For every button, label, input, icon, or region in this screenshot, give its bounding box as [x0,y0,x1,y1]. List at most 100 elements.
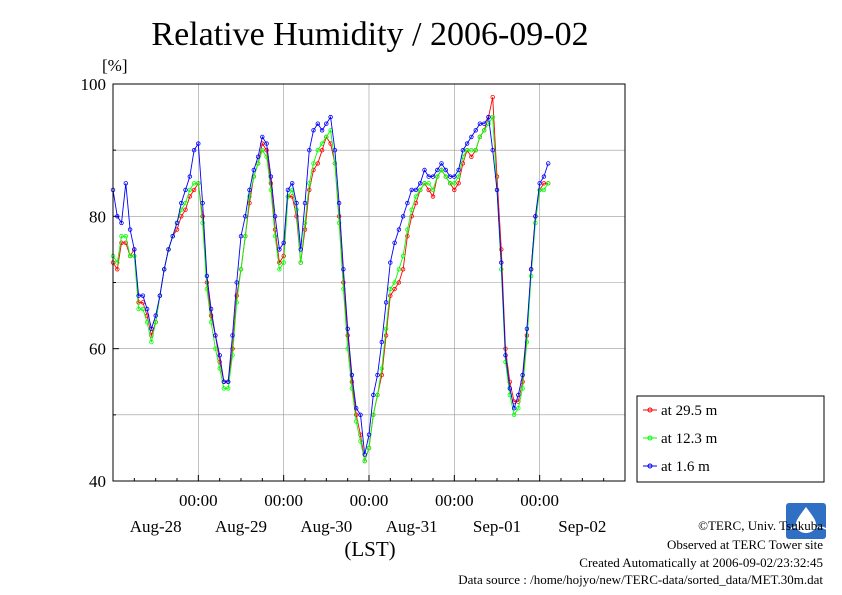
series-point [443,174,448,179]
series-point [349,372,355,378]
x-date-label: Aug-30 [300,517,352,536]
series-point [430,187,436,193]
series-point [520,372,525,378]
series-point [379,366,384,371]
x-tick-time-label: 00:00 [435,491,474,510]
series-point [272,233,278,239]
series-point [528,267,534,272]
series-point [204,273,210,279]
series-point [281,240,286,245]
series-point [413,194,419,199]
series-point [435,167,440,173]
series-point [435,174,440,179]
series-point [234,280,239,285]
series-point [392,286,397,292]
series-point [524,326,530,331]
series-point [187,174,192,179]
series-point [264,147,269,153]
series-point [354,406,359,411]
series-point [144,306,150,312]
y-tick-label: 60 [89,340,106,359]
series-point [328,114,333,120]
series-point [524,339,530,345]
series-point [426,187,431,193]
series-point [392,280,397,285]
legend-swatch-marker [647,435,653,441]
series-point [290,181,295,186]
series-point [183,200,188,206]
series-point [541,187,547,193]
x-tick-time-label: 00:00 [179,491,218,510]
series-point [379,339,384,345]
series-point [490,114,495,120]
series-point [392,240,397,245]
series-point [302,227,308,232]
series-point [298,260,303,265]
series-point [153,313,158,318]
series-point [375,392,380,398]
grid-lines [113,84,625,481]
series-point [511,412,517,417]
series-point [307,181,312,186]
series-point [409,207,414,212]
series-point [230,333,235,338]
series-point [439,167,444,173]
series-line [112,97,549,462]
series-point [277,247,282,252]
legend: at 29.5 m at 12.3 m at 1.6 m [636,395,825,483]
series-point [482,121,487,126]
series-point [490,147,495,153]
series-point [494,187,500,193]
series-point [311,161,316,166]
x-tick-time-label: 00:00 [264,491,303,510]
series-point [366,432,372,437]
series-point [354,412,359,417]
series-point [400,214,406,219]
series-point [140,293,146,298]
series-point [362,458,367,464]
series-point [447,174,453,179]
series-point [516,392,521,398]
series-0 [110,94,551,464]
series-point [516,406,521,411]
x-date-label: Aug-31 [386,517,438,536]
series-point [213,346,218,351]
series-point [430,194,436,199]
series-point [358,439,363,444]
series-point [191,187,197,193]
series-point [127,227,133,232]
series-point [503,359,508,365]
series-point [388,293,393,298]
series-point [319,147,325,153]
series-point [396,280,402,285]
series-point [132,247,137,252]
series-point [225,386,231,391]
series-point [469,154,474,159]
series-point [452,174,457,179]
series-point [208,313,214,318]
series-point [400,253,406,259]
legend-label: at 12.3 m [661,431,718,447]
x-date-label: Sep-01 [473,517,521,536]
series-point [537,181,542,186]
series-point [486,114,491,120]
series-point [388,286,393,292]
series-point [546,161,551,166]
terc-logo [786,503,827,539]
series-point [332,161,338,166]
series-point [243,214,248,219]
series-point [136,293,141,298]
series-point [546,181,551,186]
series-point [307,187,312,193]
series-point [161,267,167,272]
series-point [144,320,150,325]
series-point [366,445,372,451]
series-point [383,300,389,305]
series-point [200,220,205,226]
series-point [225,379,231,384]
series-point [183,187,188,193]
series-point [281,260,286,265]
x-axis-ticks: 00:00 00:00 00:00 00:00 00:00 Aug-28 Aug-29 Aug… [130,475,606,536]
chart-title: Relative Humidity / 2006-09-02 [151,16,588,53]
